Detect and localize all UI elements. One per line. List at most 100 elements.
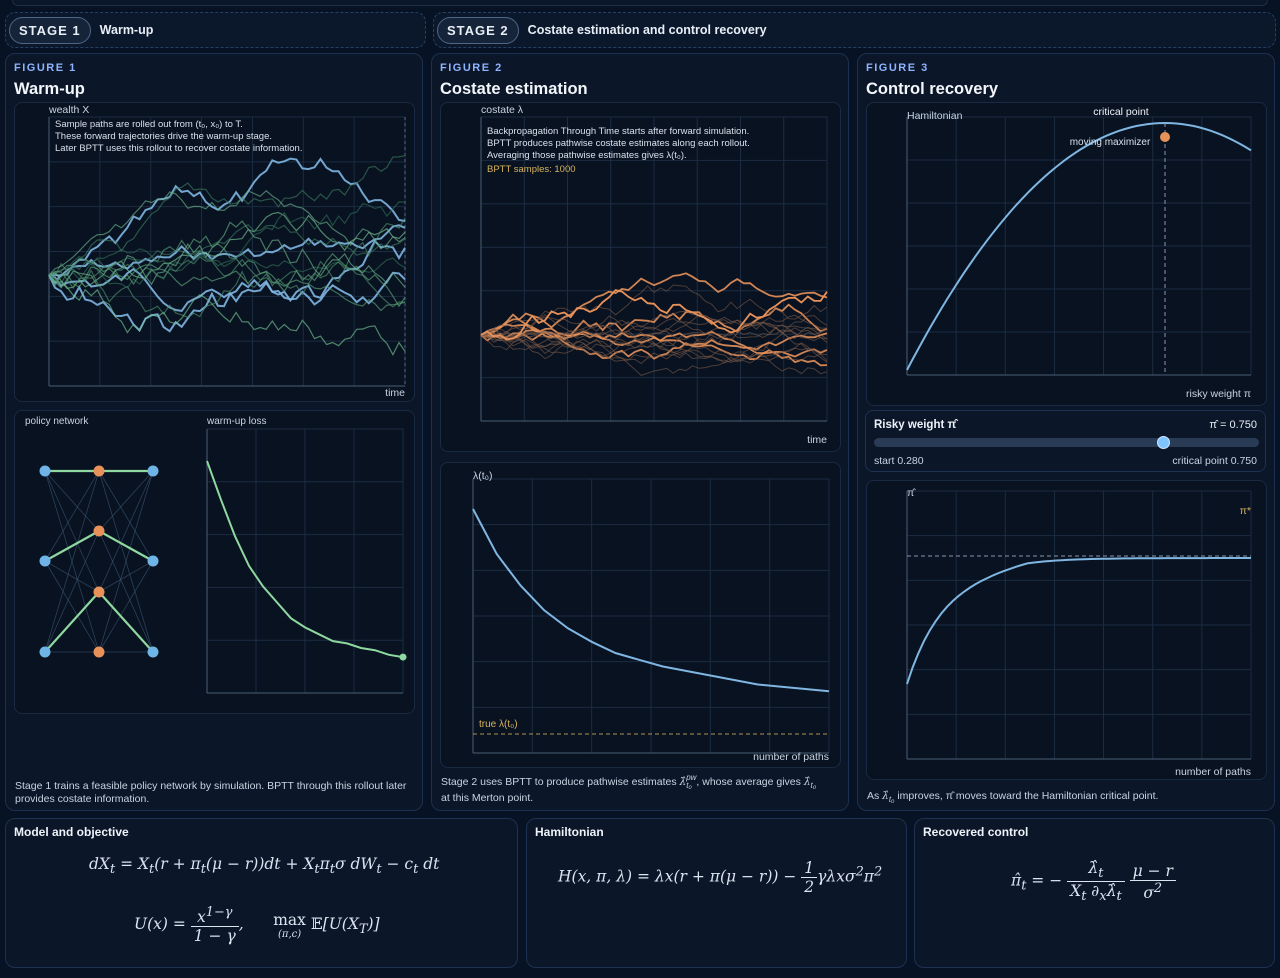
figure-3-caption: As λ̂t₀ improves, π̂ moves toward the Ha… <box>867 790 1267 806</box>
caption-3-lambda: λ̂ <box>882 790 889 802</box>
slider-start: start 0.280 <box>874 455 924 467</box>
figure-1-label: FIGURE 1 <box>14 62 77 74</box>
conv-line <box>472 508 830 693</box>
costate-path <box>480 331 828 376</box>
wealth-path <box>48 223 406 283</box>
costate-ylabel: costate λ <box>481 104 524 116</box>
ham-ylabel: Hamiltonian <box>907 110 963 122</box>
hamiltonian-chart: Hamiltonian risky weight π critical point m… <box>866 102 1267 406</box>
figure-1-title: Warm-up <box>14 80 85 98</box>
stage-2-title: Costate estimation and control recovery <box>527 23 767 37</box>
wealth-note: Later BPTT uses this rollout to recover … <box>55 143 302 154</box>
recovered-control-panel: Recovered control π̂t = − λ̂t Xt ∂xλ̂t μ … <box>914 818 1275 968</box>
costate-path-outlier <box>480 289 828 341</box>
hamiltonian-title: Hamiltonian <box>535 825 604 839</box>
figure-3-title: Control recovery <box>866 80 999 98</box>
costate-paths-chart: costate λ time Backpropagation Through Tim… <box>440 102 841 452</box>
network-node <box>147 465 159 477</box>
caption-2-sup: pw <box>686 773 697 782</box>
figure-2-caption: Stage 2 uses BPTT to produce pathwise es… <box>441 774 841 805</box>
caption-3-b: improves, π̂ moves toward the Hamiltonia… <box>894 790 1159 802</box>
costate-path <box>480 331 828 364</box>
figure-2-label: FIGURE 2 <box>440 62 503 74</box>
hamiltonian-svg: Hamiltonian risky weight π critical point m… <box>906 106 1252 400</box>
network-edge <box>98 560 154 593</box>
network-edge <box>98 530 154 653</box>
wealth-path <box>48 155 406 285</box>
network-active-edge <box>98 591 154 653</box>
network-node <box>147 555 159 567</box>
bptt-samples: BPTT samples: 1000 <box>487 164 576 175</box>
risky-weight-slider-panel: Risky weight π̂ π̂ = 0.750 start 0.280 c… <box>865 410 1266 472</box>
wealth-path <box>48 189 406 276</box>
utility-equation: U(x) = x1−γ 1 − γ, max (π,c) 𝔼[U(XT)] <box>134 905 380 946</box>
wealth-path <box>48 255 406 308</box>
network-edge <box>44 530 100 653</box>
network-active-edge <box>44 591 100 653</box>
top-strip <box>12 0 1268 6</box>
network-node <box>93 586 105 598</box>
figure-3-label: FIGURE 3 <box>866 62 929 74</box>
network-edge <box>98 560 154 653</box>
network-edge <box>44 470 100 532</box>
network-edge <box>44 470 100 593</box>
true-lambda-label: true λ(t₀) <box>479 719 518 730</box>
slider-critical: critical point 0.750 <box>1172 455 1257 467</box>
stage-2-header: STAGE 2 Costate estimation and control r… <box>433 12 1276 48</box>
figure-2-title: Costate estimation <box>440 80 588 98</box>
hamiltonian-panel: Hamiltonian H(x, π, λ) = λx(r + π(μ − r)… <box>526 818 907 968</box>
pi-line <box>906 557 1251 685</box>
wealth-path <box>48 220 406 289</box>
slider-thumb[interactable] <box>1156 436 1170 449</box>
costate-note: Averaging those pathwise estimates gives… <box>487 150 687 161</box>
costate-path <box>480 310 828 338</box>
control-equation: π̂t = − λ̂t Xt ∂xλ̂t μ − r σ2 <box>1011 859 1176 904</box>
caption-2-a: Stage 2 uses BPTT to produce pathwise es… <box>441 775 680 788</box>
network-edge <box>98 470 154 653</box>
network-node <box>39 555 51 567</box>
costate-path <box>480 284 828 337</box>
wealth-path <box>48 235 406 308</box>
pi-target-label: π* <box>1240 505 1251 517</box>
hamiltonian-curve <box>906 121 1252 371</box>
conv-xlabel: number of paths <box>753 751 829 763</box>
critical-point-label: critical point <box>1093 106 1149 118</box>
conv-ylabel: λ(t₀) <box>473 470 493 482</box>
wealth-note: Sample paths are rolled out from (t₀, x₀… <box>55 119 243 130</box>
stage-1-title: Warm-up <box>99 23 154 37</box>
caption-2-c: at this Merton point. <box>441 791 534 804</box>
figure-1-panel: FIGURE 1 Warm-up wealth X time Sample path… <box>5 53 423 811</box>
ham-xlabel: risky weight π <box>1186 388 1251 400</box>
model-objective-title: Model and objective <box>14 825 129 839</box>
costate-path <box>480 331 828 363</box>
wealth-path <box>48 239 406 333</box>
slider-track[interactable] <box>874 436 1259 449</box>
network-edge <box>44 560 100 653</box>
costate-note: BPTT produces pathwise costate estimates… <box>487 138 750 149</box>
pi-xlabel: number of paths <box>1175 766 1251 778</box>
costate-path <box>480 317 828 343</box>
figure-1-caption: Stage 1 trains a feasible policy network… <box>15 780 407 805</box>
convergence-svg: λ(t₀) number of paths true λ(t₀) <box>472 470 830 763</box>
caption-3-sub: t₀ <box>888 795 895 805</box>
stage-2-pill: STAGE 2 <box>437 16 519 44</box>
wealth-ylabel: wealth X <box>48 104 89 116</box>
wealth-path <box>48 267 406 312</box>
network-loss-box: policy network warm-up loss <box>14 410 415 714</box>
pi-ylabel: π̂ <box>907 487 916 499</box>
figure-2-panel: FIGURE 2 Costate estimation costate λ tim… <box>431 53 849 811</box>
network-edge <box>44 560 100 593</box>
costate-path <box>480 321 828 354</box>
sde-equation: dXt = Xt(r + πt(μ − r))dt + Xtπtσ dWt − … <box>89 855 440 878</box>
caption-2-sub2: t₀ <box>810 780 817 790</box>
network-active-edge <box>98 530 154 562</box>
network-node <box>39 465 51 477</box>
hamiltonian-equation: H(x, π, λ) = λx(r + π(μ − r)) − 1 2 γλxσ2π… <box>558 859 883 896</box>
pi-chart: π̂ number of paths π* <box>866 480 1267 780</box>
wealth-xlabel: time <box>385 387 405 399</box>
critical-point-marker <box>1160 132 1170 142</box>
network-node <box>147 646 159 658</box>
wealth-path <box>48 157 406 285</box>
network-node <box>93 646 105 658</box>
caption-3-a: As <box>867 790 883 802</box>
